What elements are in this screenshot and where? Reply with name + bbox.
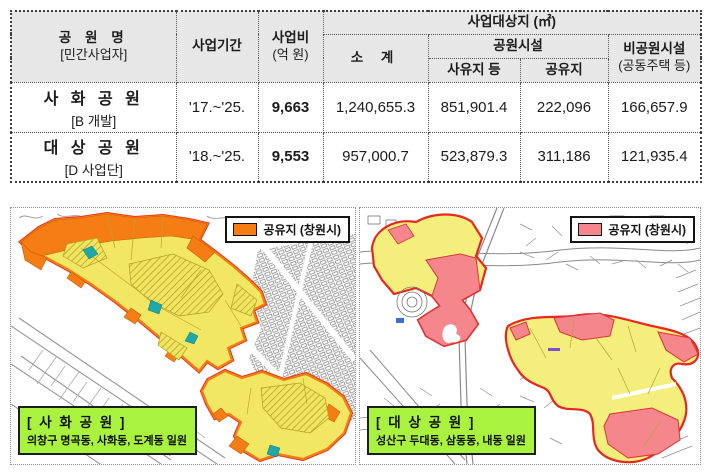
col-header-public-land: 공유지 bbox=[519, 57, 609, 83]
caption-title: [ 사 화 공 원 ] bbox=[27, 415, 127, 430]
cell-cost: 9,553 bbox=[257, 131, 324, 183]
cell-period: '17.~'25. bbox=[175, 81, 259, 133]
cell-park-name: 대 상 공 원 [D 사업단] bbox=[10, 131, 177, 183]
park-project-table: 공 원 명 [민간사업자] 사업기간 사업비 (억 원) 사업대상지 (㎡) 소… bbox=[10, 10, 703, 183]
legend-right: 공유지 (창원시) bbox=[570, 216, 695, 243]
legend-label: 공유지 (창원시) bbox=[608, 223, 686, 237]
caption-sahwa: [ 사 화 공 원 ] 의창구 명곡동, 사화동, 도계동 일원 bbox=[18, 406, 198, 455]
park-area-east bbox=[504, 312, 700, 464]
table-row-daesang: 대 상 공 원 [D 사업단] '18.~'25. 9,553 957,000.… bbox=[10, 131, 702, 183]
col-header-park-facility: 공원시설 bbox=[427, 33, 609, 59]
interior-parcel-lines bbox=[80, 213, 308, 415]
cell-cost: 9,663 bbox=[257, 81, 324, 133]
park-name-header-sub: [민간사업자] bbox=[60, 47, 128, 63]
cell-period: '18.~'25. bbox=[175, 131, 259, 183]
cell-public: 311,186 bbox=[519, 131, 609, 183]
non-park-header-line2: (공동주택 등) bbox=[618, 58, 691, 74]
legend-swatch-pink bbox=[578, 223, 603, 236]
caption-title: [ 대 상 공 원 ] bbox=[376, 415, 476, 430]
cell-subtotal: 957,000.7 bbox=[322, 131, 429, 183]
park-operator-text: [D 사업단] bbox=[64, 163, 123, 179]
park-name-header-text: 공 원 명 bbox=[58, 30, 129, 46]
cost-header-line2: (억 원) bbox=[272, 47, 309, 63]
water-teal-patches bbox=[82, 245, 281, 458]
park-operator-text: [B 개발] bbox=[71, 113, 117, 129]
col-header-non-park: 비공원시설 (공동주택 등) bbox=[607, 33, 702, 83]
blue-parcel bbox=[396, 318, 404, 323]
sahwa-map-image bbox=[11, 211, 355, 464]
park-project-table-wrap: 공 원 명 [민간사업자] 사업기간 사업비 (억 원) 사업대상지 (㎡) 소… bbox=[10, 10, 703, 183]
contour-rings bbox=[396, 286, 428, 318]
cell-private: 523,879.3 bbox=[427, 131, 521, 183]
cell-non-park: 121,935.4 bbox=[607, 131, 702, 183]
park-name-text: 대 상 공 원 bbox=[43, 140, 144, 158]
non-park-header-line1: 비공원시설 bbox=[623, 41, 686, 57]
cell-private: 851,901.4 bbox=[427, 81, 521, 133]
map-sahwa-park: 공유지 (창원시) [ 사 화 공 원 ] 의창구 명곡동, 사화동, 도계동 … bbox=[10, 207, 356, 465]
legend-left: 공유지 (창원시) bbox=[225, 216, 350, 243]
legend-label: 공유지 (창원시) bbox=[263, 223, 341, 237]
col-header-target-area: 사업대상지 (㎡) bbox=[322, 10, 702, 35]
daesang-map-image bbox=[360, 208, 700, 464]
subtotal-header-text: 소 계 bbox=[350, 49, 401, 65]
cell-public: 222,096 bbox=[519, 81, 609, 133]
caption-daesang: [ 대 상 공 원 ] 성산구 두대동, 삼동동, 내동 일원 bbox=[367, 406, 536, 455]
cell-subtotal: 1,240,655.3 bbox=[322, 81, 429, 133]
public-land-pink-areas bbox=[509, 312, 699, 459]
col-header-private-land: 사유지 등 bbox=[427, 57, 521, 83]
col-header-cost: 사업비 (억 원) bbox=[257, 10, 324, 83]
interior-parcel-lines bbox=[529, 319, 661, 447]
caption-subtitle: 의창구 명곡동, 사화동, 도계동 일원 bbox=[27, 435, 188, 447]
col-header-period: 사업기간 bbox=[175, 10, 259, 83]
purple-parcel bbox=[548, 348, 560, 351]
col-header-subtotal: 소 계 bbox=[322, 33, 429, 83]
cost-header-line1: 사업비 bbox=[271, 30, 310, 46]
caption-subtitle: 성산구 두대동, 삼동동, 내동 일원 bbox=[376, 435, 526, 447]
park-name-text: 사 화 공 원 bbox=[43, 90, 144, 108]
legend-swatch-orange bbox=[233, 223, 258, 236]
cell-non-park: 166,657.9 bbox=[607, 81, 702, 133]
cell-park-name: 사 화 공 원 [B 개발] bbox=[10, 81, 177, 133]
col-header-park-name: 공 원 명 [민간사업자] bbox=[10, 10, 177, 83]
map-daesang-park: 공유지 (창원시) [ 대 상 공 원 ] 성산구 두대동, 삼동동, 내동 일… bbox=[359, 207, 701, 465]
table-row-sahwa: 사 화 공 원 [B 개발] '17.~'25. 9,663 1,240,655… bbox=[10, 81, 702, 133]
park-area-northwest bbox=[370, 213, 488, 348]
